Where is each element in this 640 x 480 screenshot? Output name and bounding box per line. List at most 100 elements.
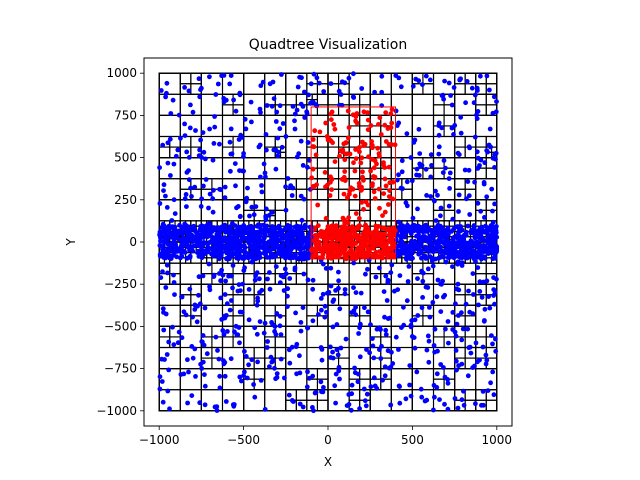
data-point xyxy=(189,393,195,398)
query-point xyxy=(315,223,321,229)
query-point xyxy=(358,160,364,166)
data-point xyxy=(277,126,283,132)
data-point xyxy=(214,408,220,413)
query-point xyxy=(377,115,383,121)
data-point xyxy=(300,404,306,410)
data-point xyxy=(456,209,461,214)
data-point xyxy=(446,340,451,346)
query-point xyxy=(343,151,349,157)
data-point xyxy=(258,378,264,383)
query-point xyxy=(323,184,328,190)
data-point xyxy=(461,232,467,238)
data-point xyxy=(351,71,356,77)
data-point xyxy=(478,253,483,258)
data-point xyxy=(252,325,258,331)
data-point xyxy=(450,216,456,222)
data-point xyxy=(199,85,204,91)
data-point xyxy=(408,393,414,399)
data-point xyxy=(419,305,425,311)
data-point xyxy=(171,272,176,278)
data-point xyxy=(205,228,210,233)
data-point xyxy=(435,192,440,198)
data-point xyxy=(302,89,307,95)
data-point xyxy=(179,335,185,341)
data-point xyxy=(174,232,180,238)
data-point xyxy=(436,132,442,138)
data-point xyxy=(426,338,432,344)
data-point xyxy=(410,215,416,221)
data-point xyxy=(383,327,389,333)
y-tick-label: 750 xyxy=(114,108,137,122)
data-point xyxy=(196,274,202,280)
data-point xyxy=(381,289,387,294)
data-point xyxy=(472,363,477,369)
data-point xyxy=(269,320,274,325)
data-point xyxy=(161,327,167,333)
data-point xyxy=(464,196,469,202)
data-point xyxy=(267,270,272,275)
data-point xyxy=(429,163,434,168)
data-point xyxy=(415,245,420,251)
data-point xyxy=(471,223,477,228)
data-point xyxy=(397,400,403,406)
data-point xyxy=(491,94,497,100)
data-point xyxy=(336,88,342,94)
data-point xyxy=(218,187,224,193)
data-point xyxy=(199,196,205,202)
data-point xyxy=(454,244,460,250)
query-point xyxy=(357,216,362,221)
data-point xyxy=(477,289,483,294)
data-point xyxy=(428,174,434,180)
data-point xyxy=(393,334,399,340)
data-point xyxy=(305,140,311,145)
query-point xyxy=(322,240,328,246)
query-point xyxy=(345,108,351,114)
data-point xyxy=(355,379,361,385)
data-point xyxy=(455,259,461,265)
data-point xyxy=(467,309,473,315)
data-point xyxy=(266,239,272,245)
data-point xyxy=(409,334,415,339)
data-point xyxy=(435,348,440,354)
data-point xyxy=(236,325,242,330)
data-point xyxy=(396,172,401,178)
data-point xyxy=(445,319,451,324)
data-point xyxy=(263,174,268,180)
data-point xyxy=(190,314,196,320)
data-point xyxy=(328,283,334,289)
data-point xyxy=(264,247,270,253)
data-point xyxy=(273,166,279,172)
data-point xyxy=(225,228,231,234)
data-point xyxy=(287,276,293,281)
query-point xyxy=(362,250,367,256)
query-point xyxy=(333,235,339,241)
data-point xyxy=(230,285,235,291)
data-point xyxy=(436,151,442,157)
data-point xyxy=(398,84,404,90)
query-point xyxy=(382,209,388,215)
data-point xyxy=(384,298,390,303)
data-point xyxy=(196,292,201,298)
data-point xyxy=(192,237,198,243)
query-point xyxy=(387,180,393,186)
data-point xyxy=(164,205,170,210)
data-point xyxy=(292,267,298,273)
data-point xyxy=(414,166,420,172)
data-point xyxy=(254,302,260,308)
data-point xyxy=(481,249,486,255)
data-point xyxy=(186,155,192,160)
data-point xyxy=(218,295,224,301)
data-point xyxy=(164,90,169,96)
data-point xyxy=(269,103,275,109)
data-point xyxy=(223,399,229,404)
data-point xyxy=(455,233,460,238)
data-point xyxy=(404,179,410,185)
data-point xyxy=(408,155,414,160)
data-point xyxy=(436,144,442,150)
data-point xyxy=(169,218,175,223)
data-point xyxy=(273,147,279,153)
data-point xyxy=(289,193,295,198)
data-point xyxy=(171,161,177,167)
data-point xyxy=(157,165,163,171)
data-point xyxy=(259,287,265,293)
